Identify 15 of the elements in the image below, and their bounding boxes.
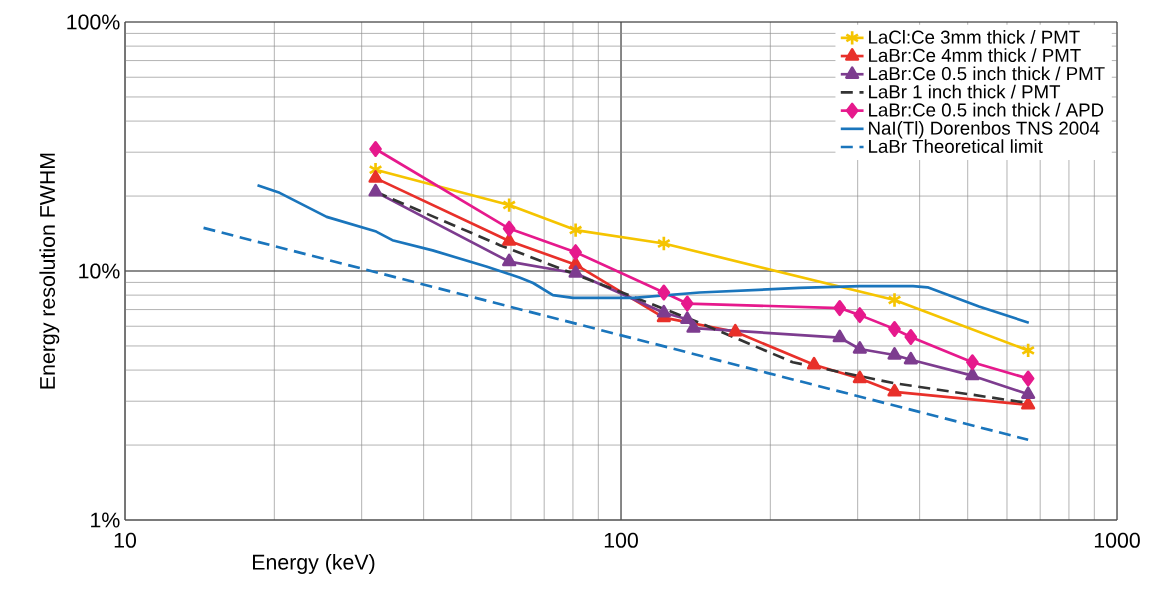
x-tick-label: 100 [604,532,638,548]
legend-label: LaBr 1 inch thick / PMT [869,84,1061,99]
legend-label: LaCl:Ce 3mm thick / PMT [869,30,1080,44]
x-axis-title: Energy (keV) [253,554,375,574]
legend-label: LaBr Theoretical limit [869,139,1043,153]
y-tick-label: 100% [67,14,120,30]
y-axis-title: Energy resolution FWHM [39,153,60,389]
x-tick-label: 1000 [1094,532,1140,548]
y-tick-label: 10% [79,263,120,279]
legend-label: NaI(Tl) Dorenbos TNS 2004 [869,121,1100,139]
legend-label: LaBr:Ce 4mm thick / PMT [869,48,1081,62]
y-tick-label: 1% [91,512,120,528]
legend-label: LaBr:Ce 0.5 inch thick / PMT [869,66,1105,81]
legend-label: LaBr:Ce 0.5 inch thick / APD [869,102,1104,117]
x-tick-label: 10 [114,532,137,548]
